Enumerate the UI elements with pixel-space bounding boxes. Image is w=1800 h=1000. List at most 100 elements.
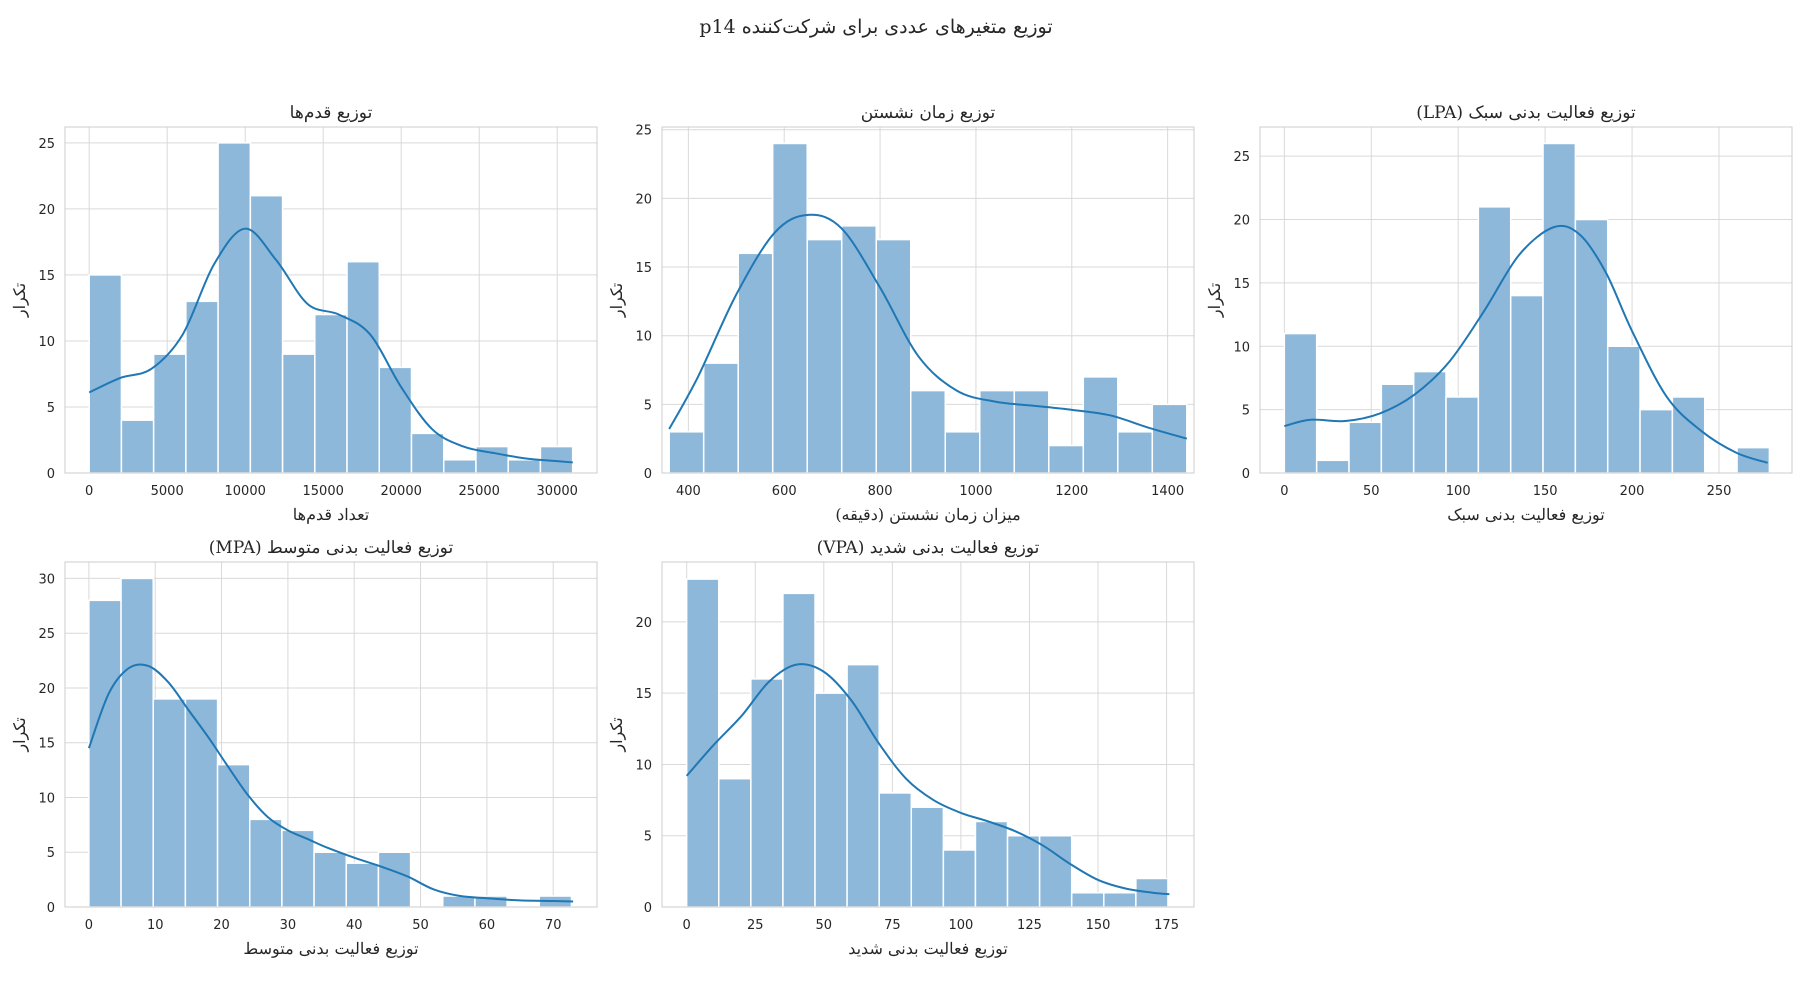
x-tick-label: 40 bbox=[346, 918, 363, 933]
histogram-bar bbox=[685, 578, 720, 908]
y-tick-label: 10 bbox=[38, 335, 55, 350]
histogram-bar bbox=[410, 432, 445, 474]
y-axis-label: تکرار bbox=[1205, 283, 1224, 318]
subplot-title: توزیع فعالیت بدنی متوسط (MPA) bbox=[209, 538, 454, 558]
histogram-bar bbox=[1013, 389, 1050, 474]
histogram-vpa: 0 25 50 75 100 125 150 175 0 5 10 15 20 توزیع فعالیت … bbox=[607, 538, 1195, 958]
y-tick-label: 15 bbox=[38, 269, 55, 284]
histogram-bar bbox=[152, 698, 187, 908]
histogram-bar bbox=[1509, 294, 1544, 474]
histogram-bar bbox=[120, 419, 155, 474]
y-tick-label: 30 bbox=[38, 572, 55, 587]
x-tick-label: 30000 bbox=[537, 484, 578, 499]
histogram-bar bbox=[718, 777, 752, 908]
histogram-bar bbox=[878, 792, 913, 908]
x-tick-label: 200 bbox=[1620, 484, 1645, 499]
x-tick-label: 1000 bbox=[959, 484, 992, 499]
y-tick-label: 0 bbox=[644, 901, 652, 916]
x-tick-label: 1200 bbox=[1055, 484, 1088, 499]
y-tick-label: 15 bbox=[635, 687, 652, 702]
histogram-bar bbox=[1574, 218, 1609, 474]
axes-frame bbox=[1259, 126, 1793, 474]
kde-curve bbox=[685, 663, 1170, 896]
histogram-bar bbox=[944, 431, 981, 474]
y-axis-label: تکرار bbox=[10, 717, 29, 752]
x-tick-label: 150 bbox=[1533, 484, 1558, 499]
y-tick-label: 25 bbox=[38, 627, 55, 642]
histogram-bar bbox=[814, 692, 848, 908]
axes-frame bbox=[661, 561, 1195, 908]
x-tick-label: 10 bbox=[147, 918, 164, 933]
x-tick-label: 10000 bbox=[225, 484, 266, 499]
histogram-bar bbox=[1542, 142, 1577, 474]
y-tick-label: 25 bbox=[635, 124, 652, 139]
y-axis-label: تکرار bbox=[607, 717, 626, 752]
x-tick-label: 30 bbox=[280, 918, 297, 933]
histogram-bar bbox=[1348, 421, 1383, 474]
histogram-bar bbox=[910, 806, 945, 908]
histogram-bar bbox=[507, 459, 542, 474]
histogram-bar bbox=[1639, 408, 1674, 474]
x-tick-label: 0 bbox=[85, 918, 93, 933]
x-tick-label: 20 bbox=[213, 918, 230, 933]
histogram-bar bbox=[668, 431, 705, 474]
histogram-bar bbox=[1117, 431, 1154, 474]
histogram-bar bbox=[750, 678, 784, 908]
histogram-bar bbox=[909, 389, 947, 474]
x-tick-label: 25 bbox=[747, 918, 764, 933]
y-tick-label: 0 bbox=[1242, 467, 1250, 482]
axes-frame bbox=[661, 126, 1195, 474]
histogram-bar bbox=[281, 829, 315, 908]
histogram-mpa: 0 10 20 30 40 50 60 70 0 5 10 15 20 25 30 توزیع فعالیت … bbox=[10, 538, 598, 958]
x-axis-label: توزیع فعالیت بدنی سبک bbox=[1447, 505, 1605, 524]
histogram-bar bbox=[217, 142, 252, 474]
histogram-bar bbox=[974, 820, 1009, 908]
x-tick-label: 1400 bbox=[1151, 484, 1184, 499]
histogram-bar bbox=[806, 238, 843, 474]
x-tick-label: 175 bbox=[1154, 918, 1179, 933]
axes-frame bbox=[64, 126, 598, 474]
histogram-bar bbox=[1070, 891, 1105, 908]
x-tick-label: 50 bbox=[816, 918, 833, 933]
x-tick-label: 50 bbox=[1363, 484, 1380, 499]
y-tick-label: 20 bbox=[635, 192, 652, 207]
x-tick-label: 600 bbox=[772, 484, 797, 499]
x-tick-label: 0 bbox=[85, 484, 93, 499]
x-tick-label: 0 bbox=[1280, 484, 1288, 499]
y-tick-label: 25 bbox=[38, 137, 55, 152]
histogram-bar bbox=[771, 142, 808, 474]
histogram-bar bbox=[840, 225, 877, 474]
histogram-bar bbox=[1151, 403, 1188, 474]
y-axis-label: تکرار bbox=[10, 283, 29, 318]
histogram-bar bbox=[1315, 459, 1350, 474]
histogram-bar bbox=[1671, 396, 1706, 474]
histogram-bar bbox=[782, 592, 816, 908]
histogram-bar bbox=[1445, 396, 1480, 474]
x-tick-label: 250 bbox=[1707, 484, 1732, 499]
histogram-bar bbox=[875, 238, 912, 474]
histogram-bar bbox=[184, 698, 219, 908]
subplot-title: توزیع فعالیت بدنی سبک (LPA) bbox=[1416, 103, 1636, 123]
x-tick-label: 15000 bbox=[303, 484, 344, 499]
kde-curve bbox=[88, 227, 573, 464]
y-tick-label: 25 bbox=[1233, 150, 1250, 165]
histogram-bar bbox=[1048, 444, 1085, 474]
histogram-bar bbox=[1082, 376, 1119, 474]
histogram-bar bbox=[88, 599, 122, 908]
y-tick-label: 10 bbox=[1233, 340, 1250, 355]
y-tick-label: 20 bbox=[38, 682, 55, 697]
histogram-bar bbox=[377, 851, 412, 908]
histogram-bar bbox=[281, 353, 316, 474]
y-tick-label: 10 bbox=[635, 758, 652, 773]
histogram-bar bbox=[378, 366, 413, 474]
y-tick-label: 0 bbox=[47, 901, 55, 916]
y-tick-label: 10 bbox=[635, 330, 652, 345]
subplot-title: توزیع فعالیت بدنی شدید (VPA) bbox=[817, 538, 1040, 558]
histogram-bar bbox=[152, 353, 187, 474]
histogram-bar bbox=[846, 663, 880, 908]
histogram-bar bbox=[1736, 446, 1771, 474]
histogram-bar bbox=[1606, 345, 1641, 474]
kde-curve bbox=[1284, 224, 1768, 464]
x-tick-label: 100 bbox=[1446, 484, 1471, 499]
